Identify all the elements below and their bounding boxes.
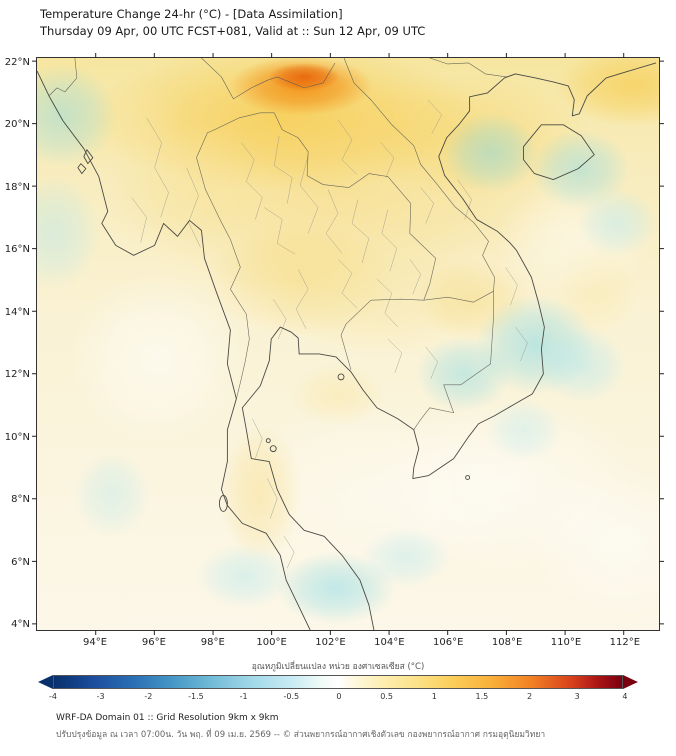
- lat-tick-label: 18°N: [4, 181, 30, 193]
- temperature-field: [37, 58, 659, 630]
- colorbar-tick-label: 0: [336, 692, 342, 701]
- colorbar-tick-label: 2: [527, 692, 533, 701]
- lat-tick-label: 8°N: [11, 494, 30, 506]
- footer-attribution: ปรับปรุงข้อมูล ณ เวลา 07:00น. วัน พฤ. ที…: [56, 730, 546, 740]
- colorbar-arrow-left: [38, 675, 53, 689]
- axis-ticks: [32, 53, 664, 635]
- lon-tick-label: 94°E: [82, 637, 108, 648]
- colorbar-gradient: [53, 675, 623, 689]
- lon-tick-label: 98°E: [200, 637, 225, 648]
- lon-tick-label: 96°E: [141, 637, 166, 648]
- lat-tick-label: 10°N: [4, 431, 30, 443]
- colorbar-tick-label: -2: [144, 692, 153, 701]
- figure-title: Temperature Change 24-hr (°C) - [Data As…: [40, 7, 343, 21]
- colorbar-tick-label: -0.5: [283, 692, 300, 701]
- colorbar-tick-label: 4: [622, 692, 628, 701]
- lon-tick-label: 100°E: [256, 637, 287, 648]
- lon-tick-label: 110°E: [550, 637, 582, 648]
- colorbar-tick-label: 1: [431, 692, 437, 701]
- colorbar-tick-label: -4: [49, 692, 57, 701]
- colorbar-tick-label: -1: [239, 692, 248, 701]
- lat-tick-label: 12°N: [4, 369, 30, 381]
- lat-tick-label: 20°N: [4, 119, 30, 131]
- country-borders: [48, 58, 516, 430]
- lon-tick-label: 112°E: [609, 637, 641, 648]
- colorbar-tick-label: 0.5: [380, 692, 393, 701]
- lon-axis: 94°E 96°E 98°E 100°E 102°E 104°E 106°E 108°E 110…: [77, 637, 643, 648]
- lon-tick-label: 102°E: [315, 637, 346, 648]
- colorbar-label: อุณหภูมิเปลี่ยนแปลง หน่วย องศาเซลเซียส (…: [251, 662, 425, 672]
- colorbar-arrow-right: [623, 675, 638, 689]
- colorbar-tick-label: -3: [96, 692, 105, 701]
- province-borders: [131, 99, 528, 569]
- colorbar-ticks: -4 -3 -2 -1.5 -1 -0.5 0 0.5 1 1.5 2 3 4: [41, 692, 637, 701]
- coastlines: [37, 62, 657, 630]
- lon-tick-label: 106°E: [433, 637, 464, 648]
- colorbar-tick-label: 3: [574, 692, 580, 701]
- lon-tick-label: 108°E: [491, 637, 523, 648]
- lat-tick-label: 4°N: [11, 618, 30, 630]
- lat-axis: 22°N 20°N 18°N 16°N 14°N 12°N 10°N 8°N 6°N 4°N: [0, 57, 33, 631]
- colorbar: [38, 675, 638, 689]
- colorbar-tick-label: -1.5: [188, 692, 204, 701]
- figure-subtitle: Thursday 09 Apr, 00 UTC FCST+081, Valid …: [40, 24, 426, 38]
- lat-tick-label: 6°N: [11, 556, 30, 568]
- lat-tick-label: 22°N: [4, 57, 30, 68]
- map-plot: [32, 53, 664, 635]
- lat-tick-label: 14°N: [4, 306, 30, 318]
- lon-tick-label: 104°E: [374, 637, 405, 648]
- figure-header: Temperature Change 24-hr (°C) - [Data As…: [40, 6, 425, 40]
- map-canvas: [32, 53, 664, 635]
- footer-domain-info: WRF-DA Domain 01 :: Grid Resolution 9km …: [56, 713, 279, 723]
- colorbar-tick-label: 1.5: [475, 692, 489, 701]
- lat-tick-label: 16°N: [4, 244, 30, 256]
